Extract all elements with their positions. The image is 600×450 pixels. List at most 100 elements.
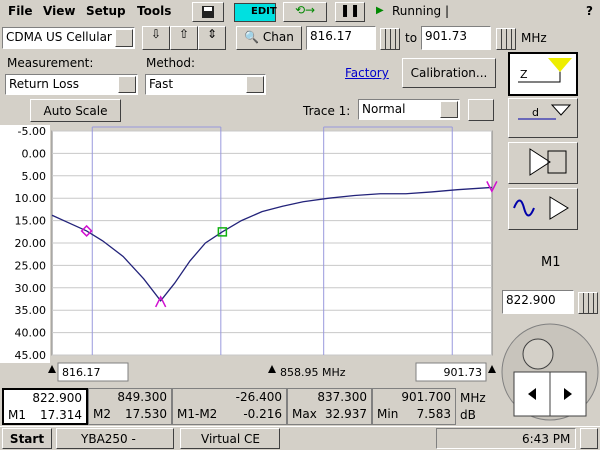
marker [217,227,228,237]
to-label: to [405,31,418,45]
calibration-button[interactable]: Calibration... [402,58,496,88]
x-tick-label: 816.17 [62,366,101,379]
run-icon: ▶ [376,5,384,16]
readout-value: 7.583 [416,407,451,421]
method-label: Method: [146,56,196,70]
tool-button[interactable]: ⇧ [170,26,198,50]
measurement-value: Return Loss [9,77,79,91]
help[interactable]: ? [586,4,593,18]
menu-file[interactable]: File [8,4,33,18]
readout-label: Min [377,407,399,421]
chart: -5.00 0.00 5.00 10.00 15.00 20.00 25.00 30.00 35… [0,125,498,382]
mode-icon: Z [518,58,572,83]
measurement-select[interactable]: Return Loss [5,74,138,95]
y-tick-label: 5.00 [22,170,47,183]
dropdown-arrow [246,76,264,93]
x-tick-box [415,362,487,382]
desktop-button[interactable] [580,428,598,449]
dropdown-arrow [115,29,133,47]
readout-box: -26.400 M1-M2 -0.216 [172,388,287,425]
run-status: Running | [392,4,450,18]
dropdown-arrow [118,76,136,93]
edit-button[interactable]: EDIT [234,3,277,22]
pause-button[interactable]: ❚❚ [335,2,365,22]
mode-icon [513,196,569,220]
tool-button[interactable]: ⇩ [142,26,170,50]
dtf-mode[interactable]: d [508,98,578,138]
task-button[interactable]: YBA250 - [56,428,174,449]
menu-view[interactable]: View [43,4,76,18]
marker-panel-label: M1 [541,255,561,270]
save-button[interactable] [192,2,224,22]
clock: 6:43 PM [522,432,571,446]
y-tick-label: 15.00 [15,215,47,228]
signal-mode[interactable] [508,188,578,230]
gain-mode[interactable] [508,142,578,184]
readout-value: 17.530 [125,407,167,421]
menu-setup[interactable]: Setup [86,4,126,18]
dpad[interactable] [500,318,600,426]
menu-tools[interactable]: Tools [137,4,172,18]
readout-box: 901.700 Min 7.583 [372,388,456,425]
y-tick-label: 10.00 [15,192,47,205]
y-tick-label: -5.00 [18,125,46,138]
keypad-button[interactable] [380,28,400,50]
trace-line [51,186,492,302]
keypad-button[interactable] [578,292,598,314]
x-tick-mark [268,365,276,373]
mode-icon [529,148,567,176]
readout-value: -0.216 [243,407,282,421]
save-icon [202,6,214,18]
chan-button[interactable]: 🔍 Chan [236,26,302,50]
keypad-button[interactable] [496,28,516,50]
x-tick-label: 858.95 MHz [280,366,346,379]
y-tick-label: 25.00 [15,259,47,272]
start-freq-input[interactable]: 816.17 [306,26,376,50]
marker [80,224,93,238]
x-tick-label: 901.73 [444,366,483,379]
band-text: CDMA US Cellular [6,30,112,44]
marker-freq-input[interactable]: 822.900 [502,290,574,314]
trace-select[interactable]: Normal [358,99,460,120]
start-button[interactable]: Start [2,428,52,449]
y-tick-label: 40.00 [15,327,47,340]
readout-box: 837.300 Max 32.937 [287,388,372,425]
stop-freq-input[interactable]: 901.73 [421,26,491,50]
measurement-label: Measurement: [7,56,94,70]
trace-icon-button[interactable] [468,99,494,121]
freq-unit-label: MHz [460,391,486,405]
method-select[interactable]: Fast [145,74,266,95]
readout-freq: 837.300 [317,390,367,404]
marker [486,181,498,194]
readout-freq: 901.700 [401,390,451,404]
mode-icon: d [518,104,572,120]
trace-value: Normal [362,102,406,116]
readout-label: Max [292,407,317,421]
x-tick-mark [48,365,56,373]
y-axis-panel [0,125,50,363]
y-tick-label: 45.00 [15,349,47,362]
task-button[interactable]: Virtual CE [180,428,280,449]
readout-label: M1 [8,408,26,422]
trace-label: Trace 1: [303,104,351,118]
y-tick-label: 0.00 [22,147,47,160]
dropdown-arrow [440,101,458,118]
band-select[interactable]: CDMA US Cellular [2,27,135,49]
y-tick-label: 30.00 [15,282,47,295]
svg-text:Z: Z [520,68,528,81]
marker [154,295,167,308]
readout-box: 822.900 M1 17.314 [2,388,88,425]
auto-scale-button[interactable]: Auto Scale [30,99,121,122]
refresh-button[interactable]: ⟲→ [283,2,327,22]
factory-link[interactable]: Factory [345,66,389,80]
return-loss-mode[interactable]: Z [508,52,578,96]
readout-value: 17.314 [40,408,82,422]
y-tick-label: 35.00 [15,304,47,317]
readout-freq: -26.400 [235,390,282,404]
system-tray [436,428,576,449]
readout-label: M1-M2 [177,407,218,421]
readout-freq: 849.300 [117,390,167,404]
readout-box: 849.300 M2 17.530 [88,388,172,425]
tool-button[interactable]: ⇕ [198,26,226,50]
